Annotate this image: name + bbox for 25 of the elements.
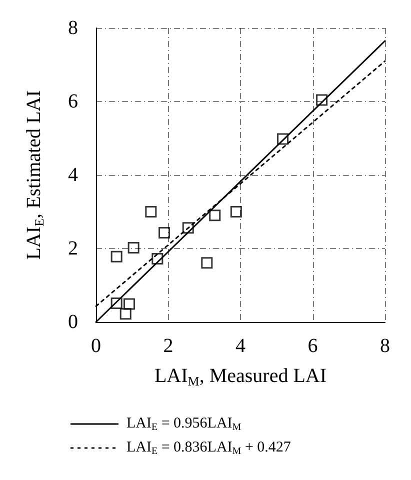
point bbox=[123, 298, 135, 310]
y-tick-label: 6 bbox=[68, 90, 78, 112]
point bbox=[158, 226, 170, 238]
x-tick-label: 0 bbox=[91, 335, 101, 357]
point bbox=[110, 298, 122, 310]
x-tick-label: 6 bbox=[308, 335, 318, 357]
point bbox=[316, 94, 328, 106]
point bbox=[128, 242, 140, 254]
point bbox=[209, 210, 221, 222]
point bbox=[110, 250, 122, 262]
x-tick-label: 4 bbox=[236, 335, 246, 357]
point bbox=[277, 133, 289, 145]
point bbox=[182, 222, 194, 234]
x-tick-label: 8 bbox=[380, 335, 390, 357]
point bbox=[201, 257, 213, 269]
point bbox=[120, 308, 132, 320]
y-tick-label: 0 bbox=[68, 311, 78, 333]
y-tick-label: 8 bbox=[68, 17, 78, 39]
y-tick-label: 2 bbox=[68, 238, 78, 260]
x-tick-label: 2 bbox=[163, 335, 174, 357]
point bbox=[152, 253, 164, 265]
y-axis-title: LAIE, Estimated LAI bbox=[23, 90, 46, 260]
point bbox=[230, 206, 242, 218]
point bbox=[145, 206, 157, 218]
y-tick-label: 4 bbox=[68, 164, 78, 186]
